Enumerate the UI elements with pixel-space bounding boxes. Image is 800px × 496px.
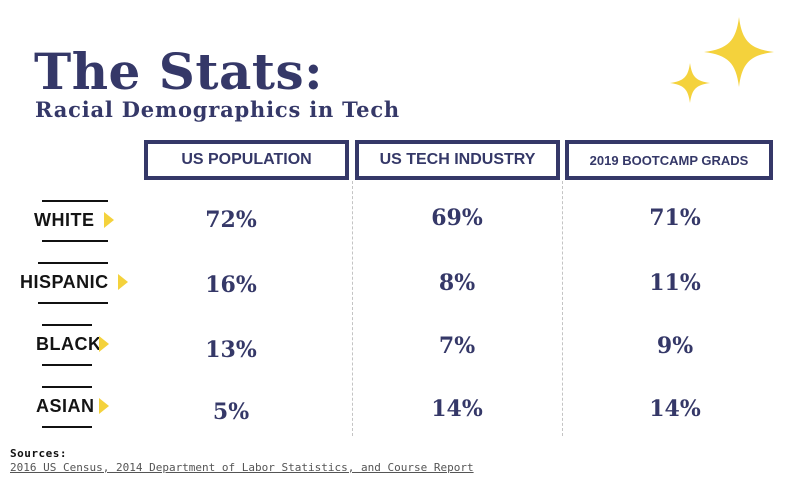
large-sparkle-icon	[704, 17, 774, 87]
row-label-hispanic: HISPANIC	[14, 262, 132, 304]
arrow-icon	[118, 274, 128, 290]
page-title: The Stats:	[34, 42, 324, 101]
data-cell: 5%	[212, 399, 250, 425]
column-divider	[562, 181, 563, 436]
sources-label: Sources:	[10, 447, 67, 460]
page-subtitle: Racial Demographics in Tech	[35, 97, 400, 122]
small-sparkle-icon	[670, 63, 710, 103]
data-cell: 7%	[438, 333, 476, 359]
data-cell: 71%	[649, 205, 701, 231]
data-cell: 69%	[431, 205, 483, 231]
data-cell: 8%	[438, 270, 476, 296]
column-header-bootcamp-grads: 2019 BOOTCAMP GRADS	[565, 140, 773, 180]
row-label-text: ASIAN	[36, 396, 95, 416]
row-label-text: BLACK	[36, 334, 102, 354]
data-cell: 13%	[205, 337, 257, 363]
sources-link[interactable]: 2016 US Census, 2014 Department of Labor…	[10, 461, 474, 474]
data-cell: 14%	[431, 396, 483, 422]
data-cell: 72%	[205, 207, 257, 233]
row-label-black: BLACK	[14, 324, 132, 366]
column-divider	[352, 181, 353, 436]
column-header-us-tech-industry: US TECH INDUSTRY	[355, 140, 560, 180]
arrow-icon	[99, 398, 109, 414]
column-header-us-population: US POPULATION	[144, 140, 349, 180]
row-label-text: WHITE	[34, 210, 95, 230]
row-label-white: WHITE	[14, 200, 132, 242]
data-cell: 16%	[205, 272, 257, 298]
row-label-text: HISPANIC	[20, 272, 109, 292]
data-cell: 14%	[649, 396, 701, 422]
arrow-icon	[99, 336, 109, 352]
arrow-icon	[104, 212, 114, 228]
row-label-asian: ASIAN	[14, 386, 132, 428]
data-cell: 11%	[649, 270, 701, 296]
data-cell: 9%	[656, 333, 694, 359]
